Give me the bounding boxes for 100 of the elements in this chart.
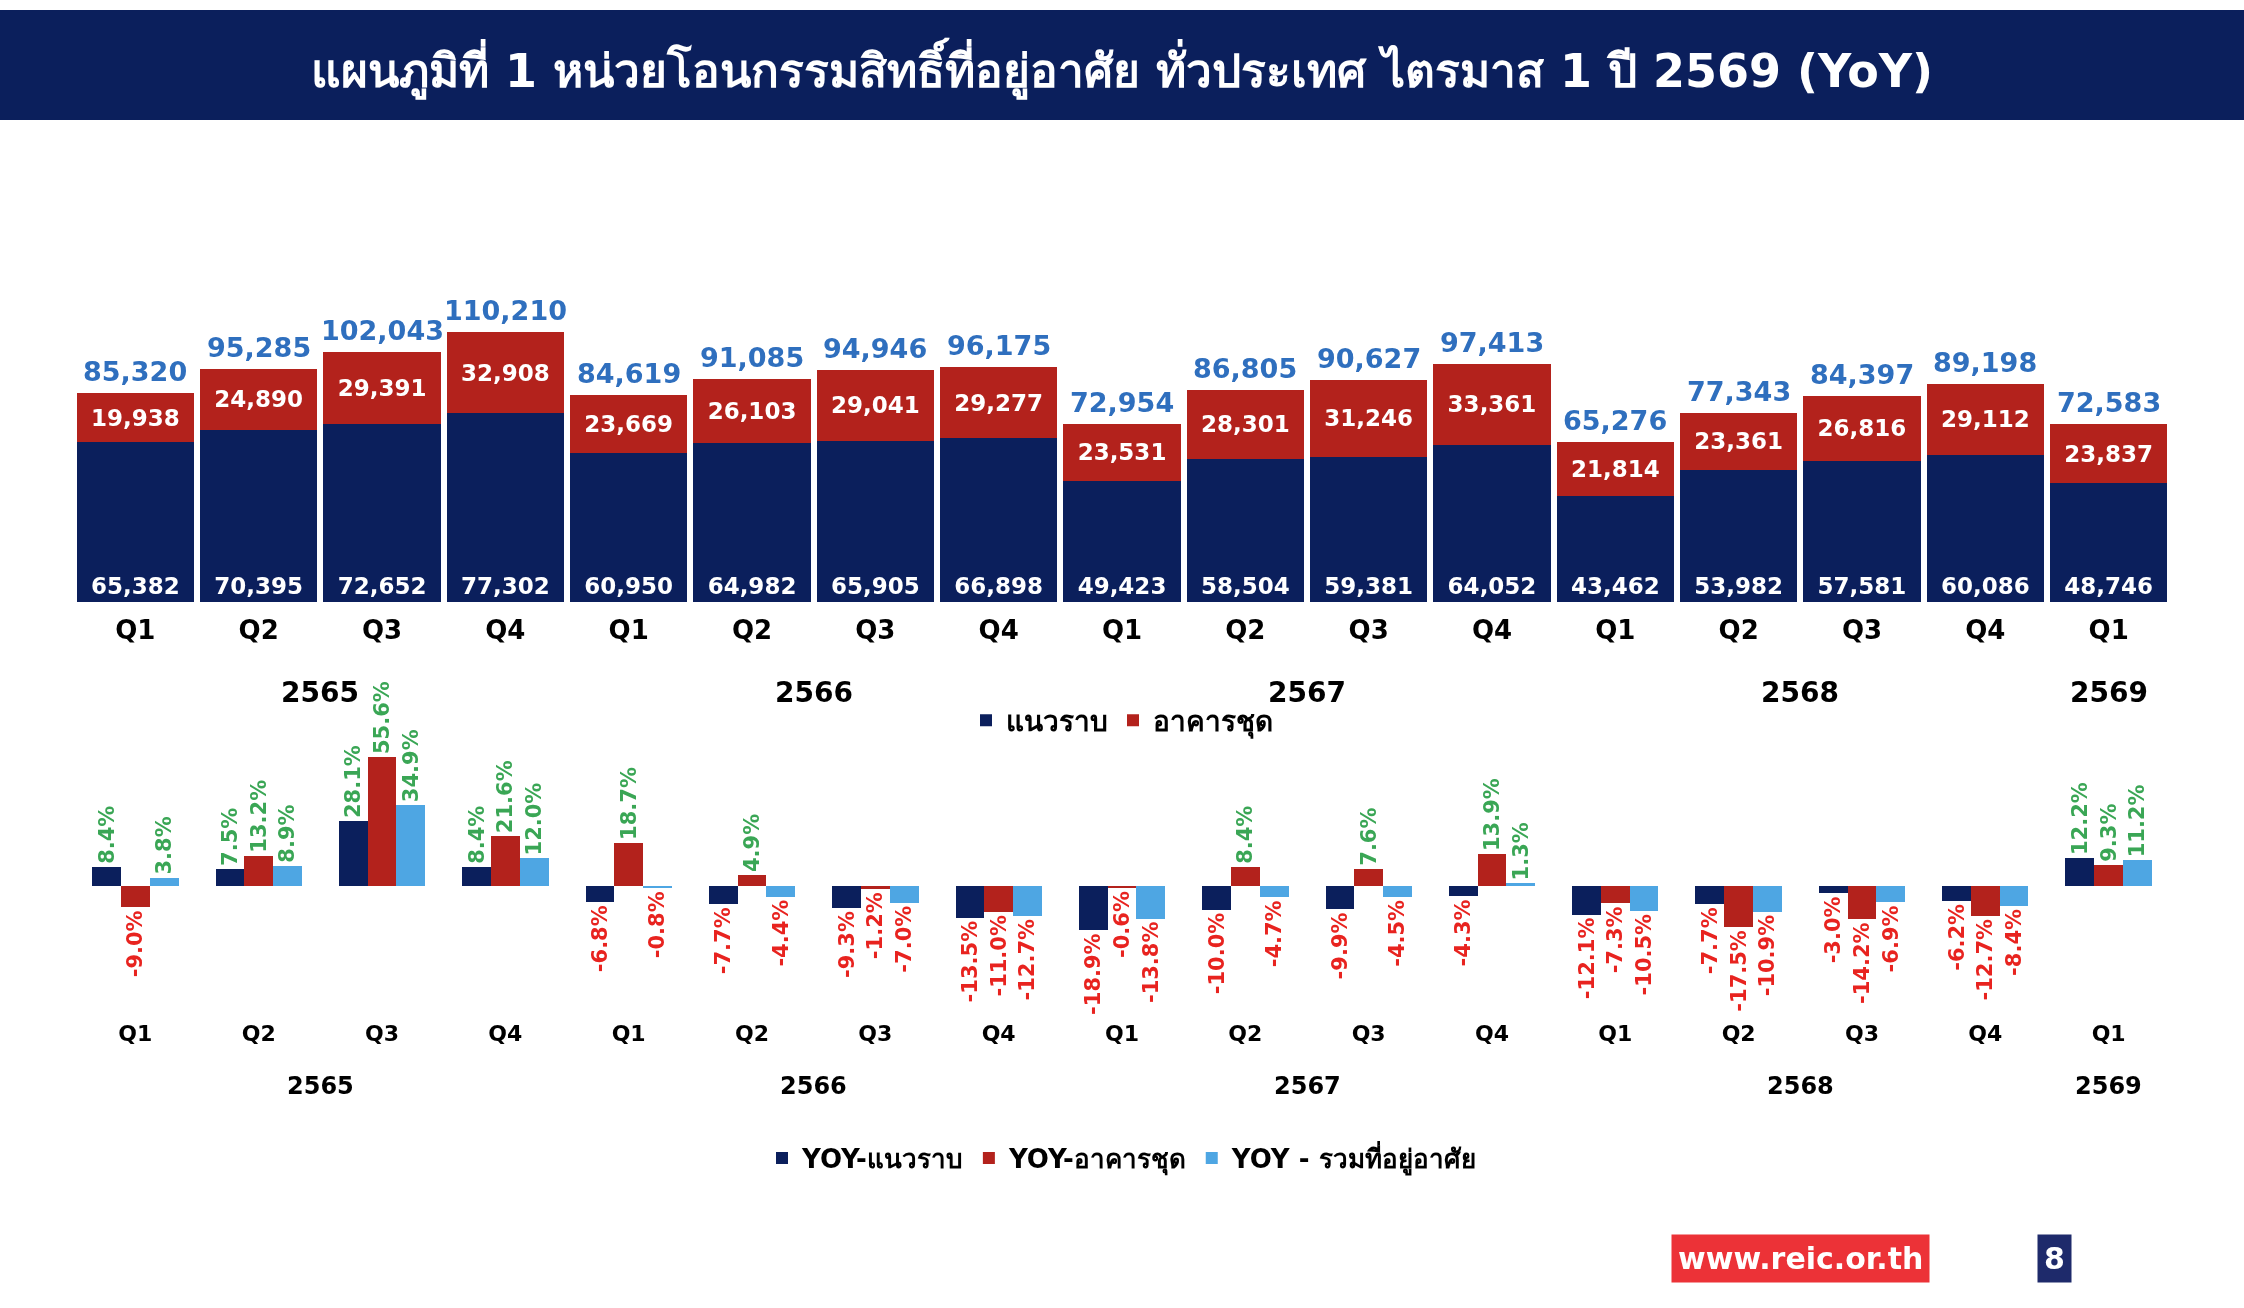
data-label: -0.6% <box>1110 891 1134 958</box>
data-label: 60,950 <box>584 573 674 600</box>
total-label: 110,210 <box>444 295 567 326</box>
bar <box>860 886 890 890</box>
x-tick-label: Q1 <box>1598 1021 1633 1047</box>
x-tick-label: Q2 <box>1228 1021 1263 1047</box>
x-tick-label: Q2 <box>241 1021 276 1047</box>
bar <box>367 757 397 887</box>
data-label: 65,382 <box>90 573 180 600</box>
bar <box>984 886 1014 912</box>
data-label: -10.9% <box>1755 914 1780 997</box>
data-label: -0.8% <box>645 891 670 959</box>
data-label: -6.8% <box>587 905 612 973</box>
data-label: 29,277 <box>954 389 1044 416</box>
data-label: 29,041 <box>830 392 920 419</box>
text: 2567 <box>1274 1072 1341 1100</box>
data-label: 49,423 <box>1077 573 1167 600</box>
x-tick-label: Q1 <box>608 615 649 646</box>
data-label: 4.9% <box>740 813 765 872</box>
data-label: 1.3% <box>1508 822 1533 881</box>
x-tick-label: Q1 <box>1101 615 1143 646</box>
bar <box>1753 886 1782 912</box>
data-label: 65,905 <box>830 573 920 600</box>
bar <box>1724 886 1754 928</box>
x-tick-label: Q3 <box>361 615 403 646</box>
data-label: -12.1% <box>1574 917 1599 1000</box>
data-label: -14.2% <box>1849 922 1874 1005</box>
text: 8 <box>2044 1241 2065 1276</box>
bar <box>1078 886 1108 931</box>
total-label: 86,805 <box>1193 353 1298 384</box>
x-tick-label: Q4 <box>1965 615 2006 646</box>
data-label: 7.6% <box>1356 807 1381 866</box>
data-label: 26,103 <box>707 398 797 425</box>
data-label: 23,837 <box>2064 440 2154 467</box>
x-tick-label: Q3 <box>1844 1021 1879 1047</box>
bar <box>76 442 194 603</box>
x-tick-label: Q4 <box>488 1021 523 1047</box>
data-label: 11.2% <box>2125 784 2150 858</box>
x-tick-label: Q2 <box>1718 615 1759 646</box>
bar <box>1556 495 1674 603</box>
data-label: 26,816 <box>1817 415 1907 442</box>
data-label: 9.3% <box>2096 803 2121 862</box>
data-label: -1.2% <box>863 892 888 960</box>
bar <box>244 855 274 887</box>
data-label: -4.3% <box>1451 899 1476 967</box>
data-label: 70,395 <box>214 573 304 600</box>
bar <box>2094 864 2124 887</box>
data-label: 23,531 <box>1077 439 1167 466</box>
bar <box>1202 886 1231 910</box>
bar <box>1433 363 1551 446</box>
bar <box>1926 383 2044 456</box>
data-label: 29,112 <box>1940 406 2030 433</box>
bar <box>1818 886 1848 894</box>
data-label: -8.4% <box>2002 908 2027 976</box>
bar <box>940 366 1058 439</box>
bar <box>816 369 934 441</box>
bar <box>1310 380 1428 457</box>
data-label: 8.9% <box>275 804 300 863</box>
bar <box>1926 455 2044 603</box>
data-label: 23,669 <box>584 410 674 437</box>
x-tick-label: Q3 <box>1348 615 1389 646</box>
bar <box>149 877 179 887</box>
x-tick-label: Q4 <box>981 1021 1016 1047</box>
x-tick-label: Q2 <box>731 615 773 646</box>
bar <box>1259 886 1289 898</box>
bar <box>446 412 564 603</box>
bar <box>816 440 934 603</box>
data-label: -18.9% <box>1081 933 1106 1015</box>
x-tick-label: Q1 <box>1104 1021 1140 1047</box>
total-label: 97,413 <box>1440 327 1545 358</box>
bar <box>1876 886 1906 903</box>
x-tick-label: Q2 <box>238 615 279 646</box>
data-label: 34.9% <box>398 729 423 803</box>
bar <box>1942 886 1971 901</box>
x-tick-label: Q3 <box>365 1021 400 1047</box>
total-label: 85,320 <box>83 356 188 387</box>
data-label: 24,890 <box>214 386 304 413</box>
bar <box>570 452 688 603</box>
bar <box>1477 854 1507 887</box>
x-tick-label: Q4 <box>978 615 1019 646</box>
bar <box>1629 886 1659 911</box>
bar <box>1354 868 1384 887</box>
data-label: 13.2% <box>246 779 271 853</box>
bar <box>338 821 368 887</box>
bar <box>1063 481 1181 603</box>
bar <box>693 443 811 603</box>
bar <box>2065 858 2095 887</box>
data-label: 48,746 <box>2064 573 2154 600</box>
legend-label: YOY - รวมที่อยู่อาศัย <box>1230 1140 1476 1177</box>
data-label: 59,381 <box>1324 573 1414 600</box>
bar <box>585 886 615 903</box>
x-tick-label: Q3 <box>858 1021 893 1047</box>
total-label: 77,343 <box>1687 376 1792 407</box>
bar <box>889 886 919 903</box>
data-label: 32,908 <box>460 359 550 386</box>
bar <box>1680 469 1798 603</box>
data-label: -12.7% <box>1973 918 1998 1001</box>
text: 2569 <box>2075 1072 2142 1100</box>
bar <box>1136 886 1166 919</box>
data-label: -11.0% <box>986 915 1011 997</box>
